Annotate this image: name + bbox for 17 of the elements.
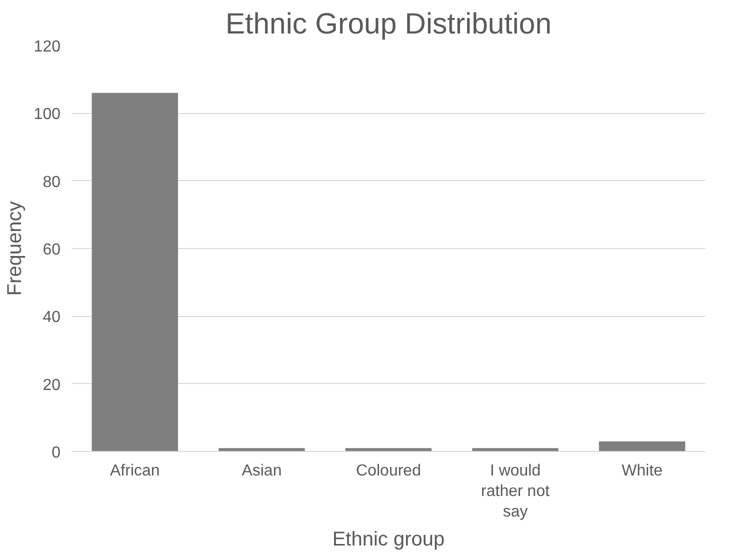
chart-title: Ethnic Group Distribution — [225, 8, 552, 40]
y-tick-label: 20 — [42, 376, 61, 394]
y-tick-label: 80 — [42, 174, 61, 191]
y-tick-label: 120 — [34, 38, 61, 56]
bar — [92, 92, 178, 452]
x-tick-label: Coloured — [356, 462, 421, 480]
bar — [598, 441, 686, 452]
x-tick-label: I would rather not say — [481, 462, 550, 520]
y-axis-title: Frequency — [4, 201, 26, 296]
y-tick-label: 40 — [42, 309, 61, 326]
x-tick-label: Asian — [242, 462, 282, 480]
x-axis-title: Ethnic group — [332, 528, 445, 550]
x-tick-label: White — [622, 462, 663, 480]
x-tick-label: African — [110, 462, 160, 480]
y-tick-label: 60 — [42, 242, 61, 258]
y-tick-label: 100 — [34, 106, 61, 124]
y-tick-label: 0 — [52, 444, 61, 462]
